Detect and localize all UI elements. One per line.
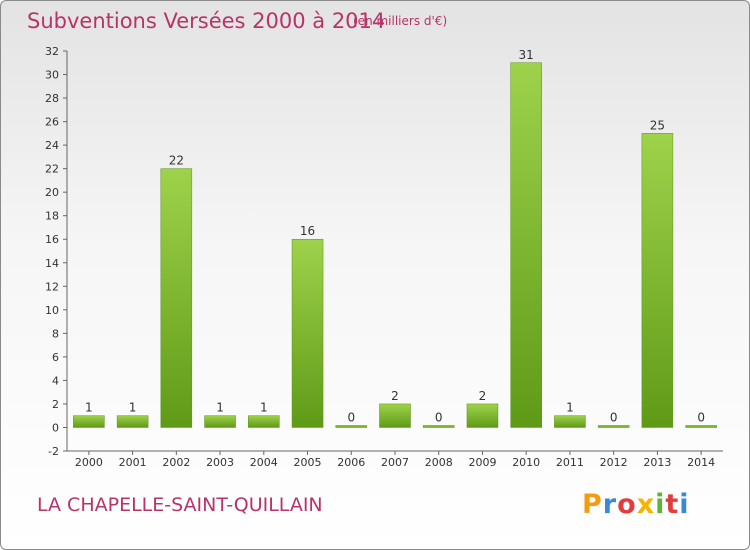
bar-value-label: 2 bbox=[479, 389, 487, 403]
bar bbox=[597, 425, 630, 428]
x-tick-label: 2012 bbox=[600, 456, 628, 469]
commune-name: LA CHAPELLE-SAINT-QUILLAIN bbox=[37, 494, 323, 516]
y-tick-label: 26 bbox=[45, 116, 59, 129]
y-tick-label: 6 bbox=[52, 351, 59, 364]
y-tick-label: 2 bbox=[52, 398, 59, 411]
bar bbox=[291, 238, 324, 428]
bar-value-label: 0 bbox=[435, 410, 443, 424]
x-tick-label: 2007 bbox=[381, 456, 409, 469]
bar-value-label: 0 bbox=[610, 410, 618, 424]
bar bbox=[379, 403, 411, 428]
x-tick-label: 2008 bbox=[425, 456, 453, 469]
y-tick-label: 30 bbox=[45, 69, 59, 82]
y-tick-label: 20 bbox=[45, 186, 59, 199]
bar-value-label: 22 bbox=[169, 154, 184, 168]
y-tick-label: 4 bbox=[52, 374, 59, 387]
bar bbox=[73, 415, 105, 428]
bar-value-label: 1 bbox=[216, 401, 224, 415]
y-tick-label: 18 bbox=[45, 210, 59, 223]
bar-value-label: 25 bbox=[650, 118, 665, 132]
x-tick-label: 2006 bbox=[337, 456, 365, 469]
x-tick-label: 2000 bbox=[75, 456, 103, 469]
chart-title: Subventions Versées 2000 à 2014 bbox=[27, 9, 386, 33]
y-tick-label: 28 bbox=[45, 92, 59, 105]
bar-value-label: 16 bbox=[300, 224, 315, 238]
y-tick-label: 0 bbox=[52, 421, 59, 434]
y-tick-label: 24 bbox=[45, 139, 59, 152]
x-tick-label: 2013 bbox=[643, 456, 671, 469]
bar bbox=[641, 133, 674, 428]
bar-value-label: 1 bbox=[566, 401, 574, 415]
logo-letter: x bbox=[636, 489, 656, 520]
bar bbox=[554, 415, 586, 428]
y-tick-label: 22 bbox=[45, 163, 59, 176]
bar-value-label: 1 bbox=[260, 401, 268, 415]
x-tick-label: 2009 bbox=[468, 456, 496, 469]
x-tick-label: 2002 bbox=[162, 456, 190, 469]
bar bbox=[204, 415, 236, 428]
bar bbox=[335, 425, 368, 428]
y-tick-label: 12 bbox=[45, 280, 59, 293]
y-tick-label: 14 bbox=[45, 257, 59, 270]
logo-letter: i bbox=[679, 489, 690, 520]
bar bbox=[466, 403, 499, 428]
y-tick-label: 16 bbox=[45, 233, 59, 246]
proxiti-logo: Proxiti bbox=[582, 489, 690, 520]
bar bbox=[685, 425, 717, 428]
logo-letter: t bbox=[665, 489, 680, 520]
bar bbox=[116, 415, 149, 428]
bar bbox=[248, 415, 280, 428]
x-tick-label: 2014 bbox=[687, 456, 715, 469]
y-tick-label: 8 bbox=[52, 327, 59, 340]
x-tick-label: 2010 bbox=[512, 456, 540, 469]
bar-value-label: 2 bbox=[391, 389, 399, 403]
bar-value-label: 0 bbox=[697, 410, 705, 424]
bar bbox=[160, 168, 193, 428]
bar-value-label: 1 bbox=[85, 401, 93, 415]
logo-letter: P bbox=[582, 489, 603, 520]
bar bbox=[510, 62, 542, 428]
x-tick-label: 2011 bbox=[556, 456, 584, 469]
logo-letter: i bbox=[655, 489, 666, 520]
x-tick-label: 2005 bbox=[294, 456, 322, 469]
bar-value-label: 0 bbox=[347, 410, 355, 424]
x-tick-label: 2001 bbox=[119, 456, 147, 469]
x-tick-label: 2003 bbox=[206, 456, 234, 469]
chart-unit: (en milliers d'€) bbox=[353, 14, 448, 28]
logo-letter: r bbox=[602, 489, 618, 520]
y-tick-label: -2 bbox=[48, 445, 59, 458]
bar bbox=[422, 425, 455, 428]
x-tick-label: 2004 bbox=[250, 456, 278, 469]
bar-value-label: 31 bbox=[519, 48, 534, 62]
y-tick-label: 10 bbox=[45, 304, 59, 317]
logo-letter: o bbox=[617, 489, 637, 520]
y-tick-label: 32 bbox=[45, 45, 59, 58]
bar-value-label: 1 bbox=[129, 401, 137, 415]
